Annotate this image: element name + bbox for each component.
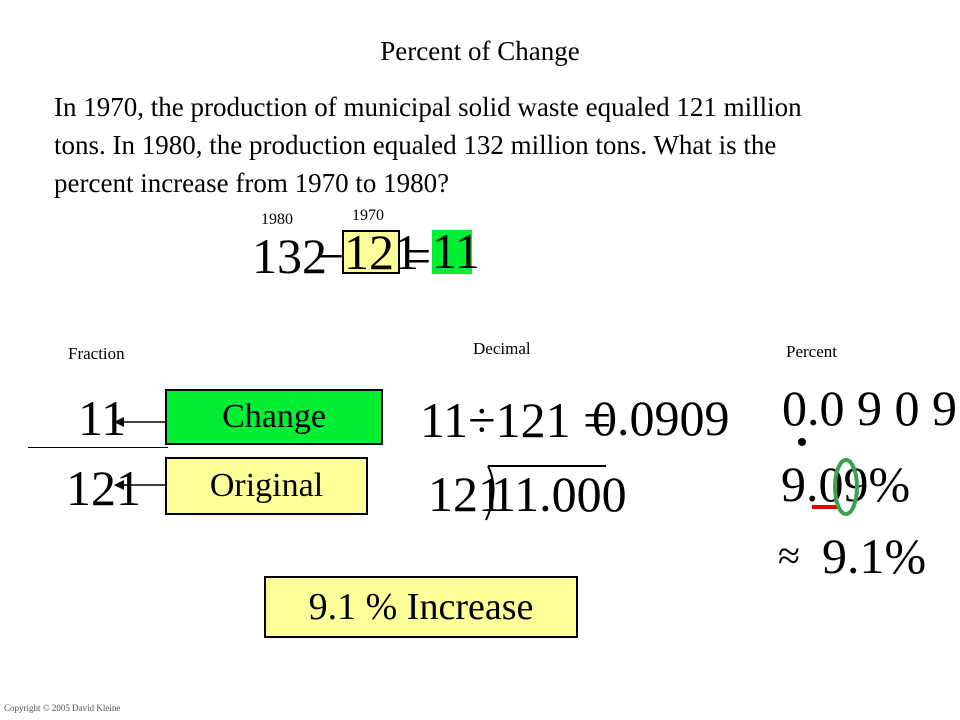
change-box: Change	[165, 389, 383, 445]
column-fraction: Fraction	[68, 344, 125, 363]
copyright-text: Copyright © 2005 David Kleine	[4, 703, 121, 713]
arrow-to-numerator-icon	[114, 417, 165, 427]
fraction-bar	[28, 447, 168, 448]
underline-mark-icon	[812, 505, 838, 509]
percent-value: 9.09%	[781, 456, 911, 512]
slide-title: Percent of Change	[380, 36, 580, 66]
equals-sign: =	[403, 228, 432, 284]
moved-decimal-point-icon	[798, 438, 806, 446]
arrow-to-denominator-icon	[114, 480, 165, 490]
approx-percent: 9.1%	[822, 528, 927, 584]
original-box: Original	[165, 457, 368, 515]
fraction-numerator: 11	[78, 390, 127, 446]
long-division-bracket-svg	[485, 465, 606, 521]
value-132: 132	[252, 228, 327, 284]
arrows-svg	[114, 417, 165, 490]
fraction-denominator: 121	[66, 460, 141, 516]
value-11-highlight: 11	[432, 223, 481, 279]
label-1980: 1980	[261, 211, 293, 228]
label-1970: 1970	[352, 207, 384, 224]
problem-text: In 1970, the production of municipal sol…	[54, 92, 802, 198]
long-division-dividend: 11.000	[491, 466, 627, 522]
answer-box: 9.1 % Increase	[264, 576, 578, 638]
value-121-highlight: 121	[342, 224, 419, 280]
decimal-result: 0.0909	[592, 390, 730, 446]
circle-mark-svg	[833, 458, 859, 516]
column-decimal: Decimal	[473, 339, 531, 358]
circle-highlight-icon	[833, 458, 859, 516]
long-division-divisor: 121	[428, 466, 503, 522]
division-expression: 11÷121 =	[420, 392, 612, 448]
percent-digits: 0.0 9 0 9	[782, 380, 957, 436]
approx-sign: ≈	[778, 533, 800, 578]
minus-sign: −	[316, 228, 345, 284]
column-percent: Percent	[786, 342, 837, 361]
